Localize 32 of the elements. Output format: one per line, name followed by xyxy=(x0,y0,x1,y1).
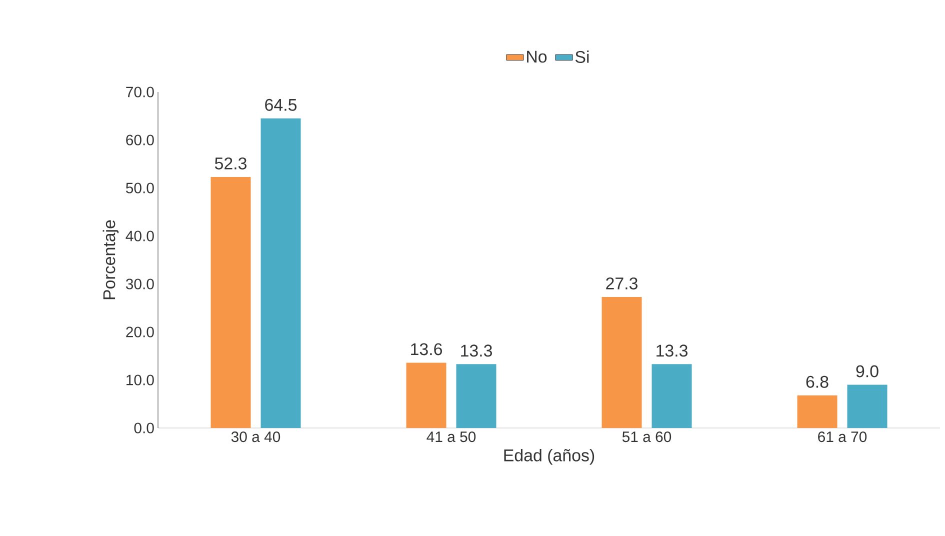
bar xyxy=(847,384,888,428)
y-axis-title: Porcentaje xyxy=(102,220,119,300)
bar xyxy=(406,362,446,428)
x-tick-label: 30 a 40 xyxy=(231,432,280,442)
x-tick-label: 51 a 60 xyxy=(622,432,672,442)
y-tick-label: 10.0 xyxy=(126,374,154,386)
data-label: 9.0 xyxy=(856,365,878,378)
bar xyxy=(602,296,642,428)
bar xyxy=(210,176,251,428)
bar xyxy=(797,395,838,428)
legend-label: No xyxy=(527,50,547,63)
data-label: 27.3 xyxy=(606,277,638,290)
y-tick-label: 70.0 xyxy=(126,86,154,98)
y-tick-label: 60.0 xyxy=(126,134,154,146)
data-label: 52.3 xyxy=(214,157,246,170)
x-tick-label: 41 a 50 xyxy=(426,432,476,442)
bar xyxy=(260,118,301,428)
y-tick-label: 30.0 xyxy=(126,278,154,290)
data-label: 6.8 xyxy=(806,376,828,388)
data-label: 64.5 xyxy=(265,98,297,111)
y-tick-label: 40.0 xyxy=(126,230,154,242)
bar xyxy=(652,364,692,428)
x-tick-label: 61 a 70 xyxy=(818,432,867,442)
y-tick-label: 20.0 xyxy=(126,326,154,338)
data-label: 13.3 xyxy=(461,344,492,357)
data-label: 13.3 xyxy=(656,344,688,357)
y-tick-label: 0.0 xyxy=(134,422,154,434)
legend-label: Si xyxy=(575,50,589,63)
data-label: 13.6 xyxy=(411,343,442,356)
bar xyxy=(456,364,496,428)
x-axis-title: Edad (años) xyxy=(504,448,594,465)
y-tick-label: 50.0 xyxy=(126,182,154,194)
